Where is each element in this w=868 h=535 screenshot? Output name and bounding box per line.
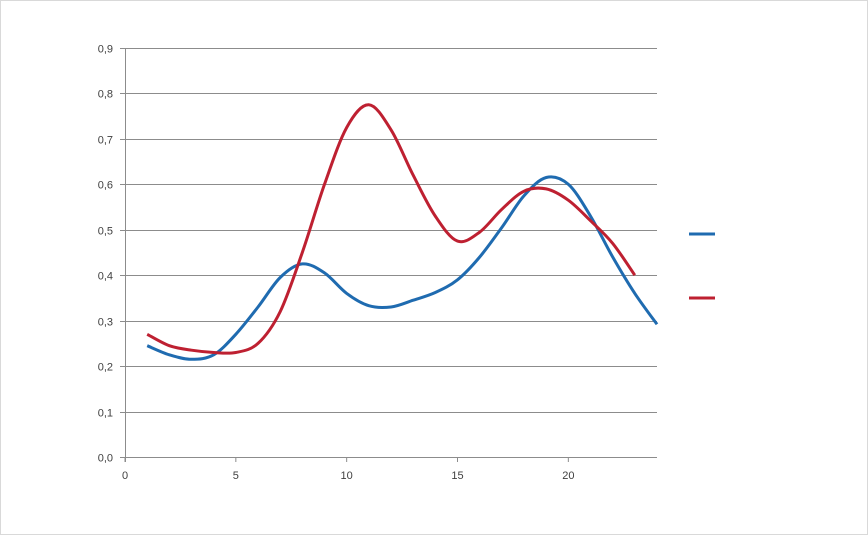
y-tick-label: 0,8 xyxy=(98,89,113,101)
y-tick-label: 0,5 xyxy=(98,226,113,238)
x-tick-label: 20 xyxy=(562,470,574,482)
y-tick-label: 0,6 xyxy=(98,180,113,192)
y-axis-tick-labels: 0,0 0,1 0,2 0,3 0,4 0,5 0,6 0,7 0,8 0,9 xyxy=(98,44,113,465)
legend xyxy=(689,232,715,300)
gridlines xyxy=(125,48,657,458)
x-axis-tick-labels: 0 5 10 15 20 xyxy=(122,470,575,482)
x-tick-label: 0 xyxy=(122,470,128,482)
y-tick-label: 0,4 xyxy=(98,271,113,283)
plot-area xyxy=(146,103,659,361)
y-tick-label: 0,7 xyxy=(98,135,113,147)
y-tick-label: 0,0 xyxy=(98,453,113,465)
y-tick-label: 0,3 xyxy=(98,317,113,329)
x-tick-label: 15 xyxy=(451,470,463,482)
series-line-2 xyxy=(146,103,637,355)
y-tick-label: 0,1 xyxy=(98,408,113,420)
series-line-1 xyxy=(146,175,659,361)
x-tick-label: 5 xyxy=(233,470,239,482)
y-tick-label: 0,2 xyxy=(98,362,113,374)
axes xyxy=(120,48,657,462)
y-tick-label: 0,9 xyxy=(98,44,113,56)
x-tick-label: 10 xyxy=(341,470,353,482)
